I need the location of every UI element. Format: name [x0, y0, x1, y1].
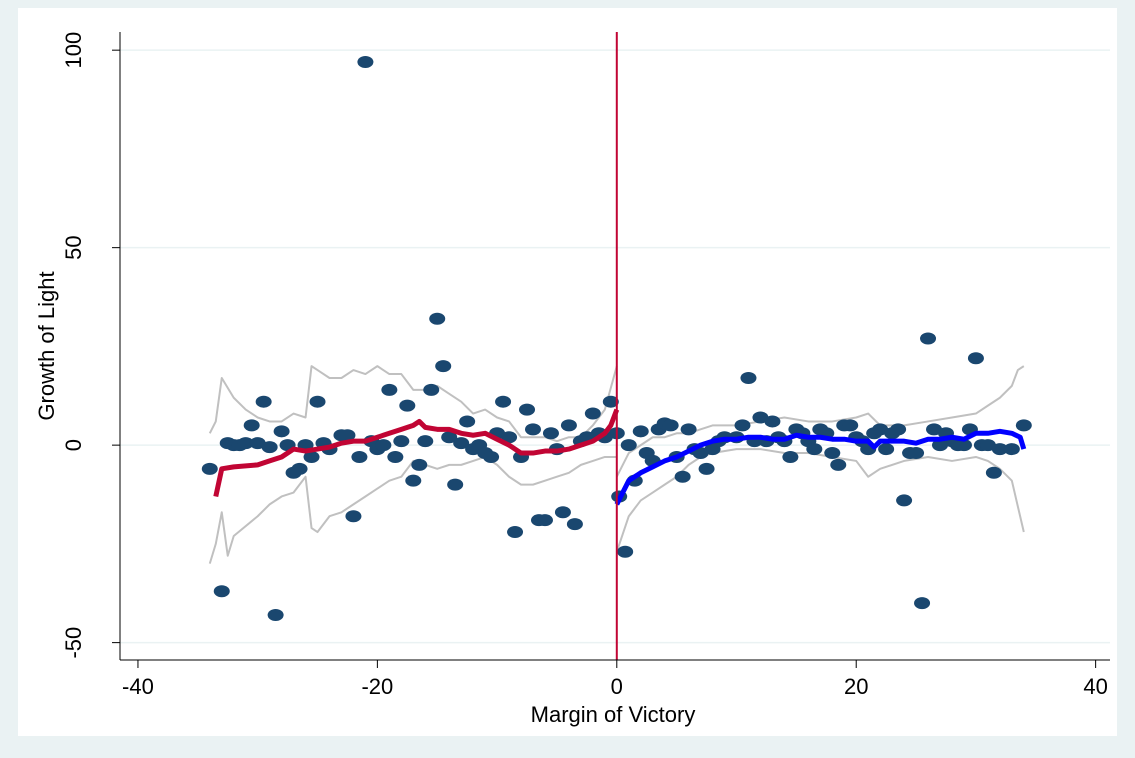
scatter-point	[441, 431, 458, 444]
x-tick-label: 40	[1083, 674, 1107, 699]
scatter-point	[824, 447, 841, 460]
scatter-point	[602, 395, 619, 408]
scatter-point	[752, 411, 769, 424]
scatter-point	[620, 439, 637, 452]
scatter-point	[674, 470, 691, 483]
scatter-point	[692, 447, 709, 460]
scatter-point	[351, 450, 368, 463]
scatter-point	[495, 395, 512, 408]
scatter-point	[542, 427, 559, 440]
scatter-point	[782, 450, 799, 463]
scatter-point	[890, 423, 907, 436]
axes: -50 0 50 100 -40 -20 0 20 40	[61, 32, 1110, 699]
scatter-point	[979, 439, 996, 452]
scatter-point	[393, 435, 410, 448]
scatter-point	[920, 332, 937, 345]
scatter-point	[519, 403, 536, 416]
scatter-point	[830, 458, 847, 471]
scatter-point	[459, 415, 476, 428]
fit-line	[614, 428, 1027, 506]
x-tick-label: -40	[122, 674, 154, 699]
scatter-point	[273, 425, 290, 438]
scatter-point	[237, 437, 254, 450]
scatter-point	[878, 443, 895, 456]
scatter-point	[932, 439, 949, 452]
scatter-point	[381, 383, 398, 396]
scatter-point	[1003, 443, 1020, 456]
scatter-point	[967, 352, 984, 365]
scatter-point	[375, 439, 392, 452]
scatter-point	[405, 474, 422, 487]
scatter-point	[740, 371, 757, 384]
x-tick-label: 20	[844, 674, 868, 699]
scatter-point	[357, 56, 374, 69]
scatter-point	[1015, 419, 1032, 432]
scatter-point	[261, 441, 278, 454]
scatter-point	[914, 597, 931, 610]
scatter-point	[213, 585, 230, 598]
fit-line	[208, 455, 617, 564]
scatter-point	[303, 450, 320, 463]
scatter-point	[399, 399, 416, 412]
x-axis-title: Margin of Victory	[531, 702, 696, 727]
y-tick-label: 50	[61, 235, 86, 259]
scatter-point	[447, 478, 464, 491]
scatter-point	[411, 458, 428, 471]
y-axis-title: Growth of Light	[34, 271, 59, 420]
scatter-point	[617, 545, 634, 558]
scatter-point	[501, 431, 518, 444]
scatter-point	[734, 419, 751, 432]
scatter-point	[872, 423, 889, 436]
scatter-point	[243, 419, 260, 432]
scatter-point	[698, 462, 715, 475]
scatter-point	[345, 510, 362, 523]
scatter-point	[908, 447, 925, 460]
fit-line	[213, 408, 620, 498]
y-tick-label: -50	[61, 627, 86, 659]
scatter-point	[524, 423, 541, 436]
scatter-point	[896, 494, 913, 507]
scatter-point	[417, 435, 434, 448]
y-tick-label: 100	[61, 32, 86, 69]
scatter-point	[435, 360, 452, 373]
scatter-point	[453, 437, 470, 450]
scatter-point	[249, 437, 266, 450]
scatter-point	[955, 439, 972, 452]
scatter-point	[806, 443, 823, 456]
scatter-point	[423, 383, 440, 396]
scatter-point	[566, 518, 583, 531]
scatter-point	[926, 423, 943, 436]
scatter-point	[554, 506, 571, 519]
scatter-point	[507, 526, 524, 539]
x-tick-label: 0	[611, 674, 623, 699]
plot-background	[18, 8, 1117, 736]
scatter-point	[764, 415, 781, 428]
scatter-point	[632, 425, 649, 438]
scatter-point	[339, 429, 356, 442]
scatter-point	[560, 419, 577, 432]
scatter-point	[991, 443, 1008, 456]
scatter-point	[267, 608, 284, 621]
scatter-point	[985, 466, 1002, 479]
scatter-point	[429, 312, 446, 325]
scatter-point	[483, 450, 500, 463]
scatter-point	[201, 462, 218, 475]
x-tick-label: -20	[361, 674, 393, 699]
y-tick-label: 0	[61, 439, 86, 451]
fit-line	[615, 365, 1025, 478]
scatter-point	[584, 407, 601, 420]
scatter-point	[662, 419, 679, 432]
scatter-point	[309, 395, 326, 408]
scatter-point	[680, 423, 697, 436]
scatter-point	[536, 514, 553, 527]
data	[201, 32, 1032, 660]
scatter-point	[291, 462, 308, 475]
scatter-point	[387, 450, 404, 463]
scatter-point	[255, 395, 272, 408]
scatter-point	[842, 419, 859, 432]
